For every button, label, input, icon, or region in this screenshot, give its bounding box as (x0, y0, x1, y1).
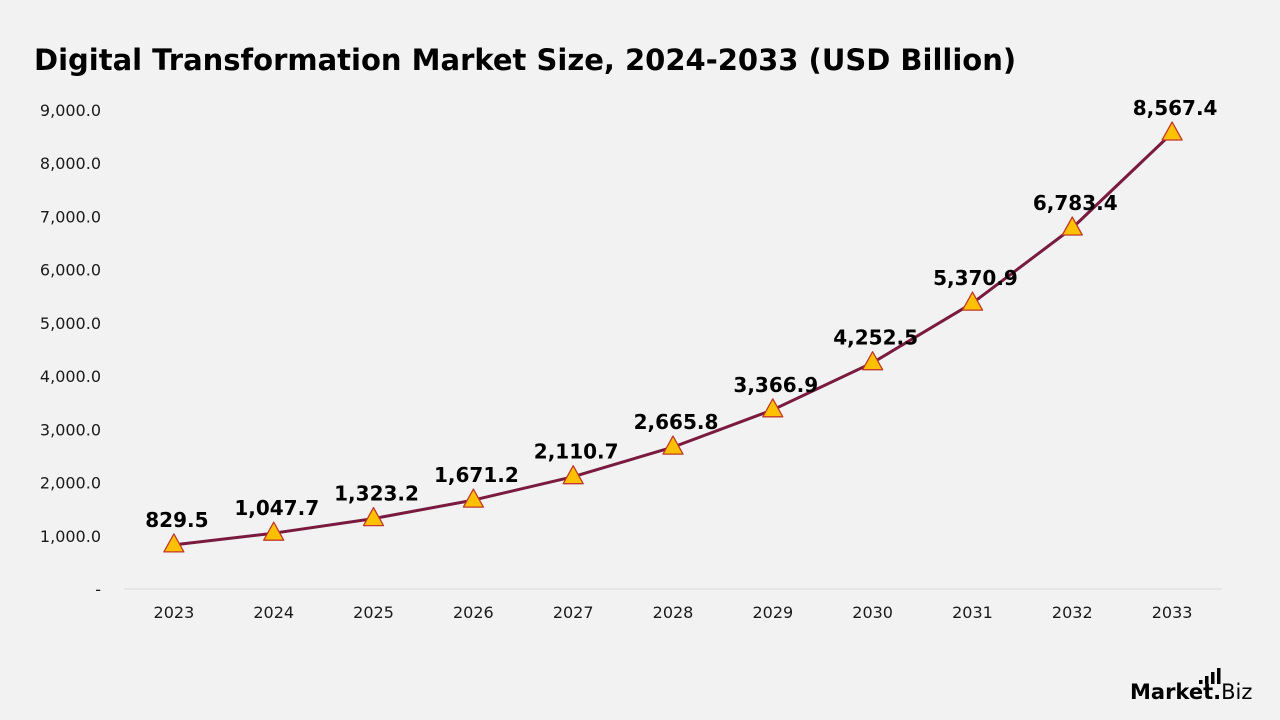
x-tick-label: 2025 (353, 603, 394, 622)
y-tick-label: 3,000.0 (40, 420, 101, 439)
data-label: 2,110.7 (534, 440, 619, 464)
data-point-marker (1161, 121, 1183, 141)
brand-wordmark: Market.Biz (1130, 680, 1252, 704)
series-group: 829.5 1,047.7 1,323.2 1,671.2 2,110.7 2,665.8… (145, 96, 1218, 553)
data-point-marker (462, 488, 485, 508)
brand-icon-bar (1211, 672, 1215, 684)
brand-icon-bar (1205, 676, 1209, 684)
brand-logo: Market.Biz (1130, 668, 1252, 704)
x-tick-label: 2023 (154, 603, 195, 622)
y-tick-label: 1,000.0 (40, 527, 101, 546)
data-point-marker (961, 291, 984, 311)
x-tick-label: 2033 (1152, 603, 1193, 622)
data-label: 3,366.9 (733, 373, 818, 397)
data-point-marker (861, 351, 884, 371)
brand-light-part: Biz (1221, 680, 1252, 704)
x-tick-label: 2030 (852, 603, 893, 622)
y-tick-label: 5,000.0 (40, 314, 101, 333)
series-line (172, 131, 1174, 547)
data-point-marker (362, 506, 385, 527)
data-point-marker (562, 465, 584, 485)
y-tick-label: 8,000.0 (40, 154, 101, 173)
data-label: 6,783.4 (1033, 191, 1118, 215)
x-tick-label: 2024 (253, 603, 294, 622)
x-axis: 2023 2024 2025 2026 2027 2028 2029 2030 2031 2032… (124, 588, 1222, 622)
brand-icon-bar (1199, 680, 1203, 684)
y-tick-label: 7,000.0 (40, 207, 101, 226)
brand-bold-part: Market (1130, 680, 1213, 704)
y-tick-label: 2,000.0 (40, 474, 101, 493)
data-label: 1,047.7 (234, 496, 319, 520)
y-axis: - 1,000.0 2,000.0 3,000.0 4,000.0 5,000.0 6,00… (40, 101, 101, 599)
data-label: 829.5 (145, 508, 208, 532)
x-tick-label: 2028 (653, 603, 694, 622)
data-label: 1,671.2 (434, 463, 519, 487)
y-tick-label: 9,000.0 (40, 101, 101, 120)
data-point-marker (662, 435, 684, 455)
y-tick-label: 6,000.0 (40, 261, 101, 280)
x-tick-label: 2029 (752, 603, 793, 622)
x-tick-label: 2027 (553, 603, 594, 622)
data-point-marker (1061, 216, 1083, 236)
data-label: 2,665.8 (634, 410, 719, 434)
data-label: 4,252.5 (833, 326, 918, 350)
data-label: 5,370.9 (933, 266, 1018, 290)
data-point-marker (163, 533, 185, 553)
x-tick-label: 2032 (1052, 603, 1093, 622)
brand-icon-bar (1217, 668, 1221, 684)
data-label: 1,323.2 (334, 482, 419, 506)
chart-title: Digital Transformation Market Size, 2024… (34, 43, 1016, 77)
data-point-marker (762, 398, 784, 418)
bar-chart-icon (1199, 668, 1221, 684)
data-label: 8,567.4 (1133, 96, 1218, 120)
brand-dot: . (1213, 680, 1221, 704)
x-tick-label: 2026 (453, 603, 494, 622)
data-point-marker (263, 521, 285, 541)
y-tick-label: 4,000.0 (40, 367, 101, 386)
y-tick-label: - (95, 580, 101, 599)
x-tick-label: 2031 (952, 603, 993, 622)
